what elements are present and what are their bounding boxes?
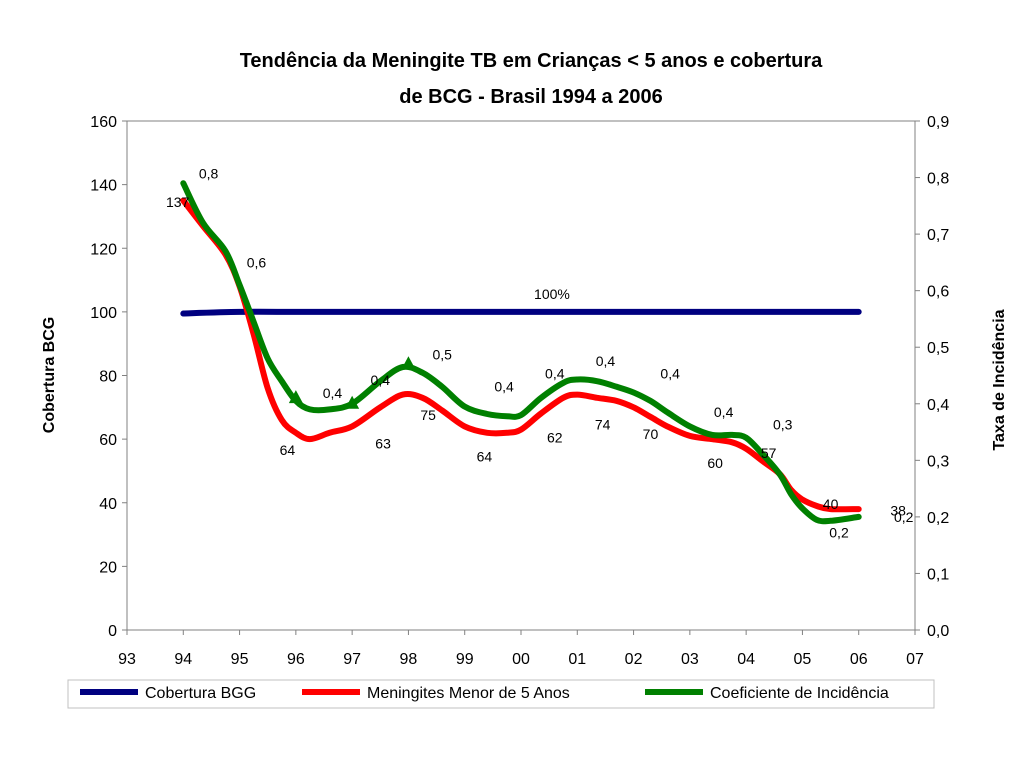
legend: Cobertura BGG Meningites Menor de 5 Anos… xyxy=(67,679,935,709)
marker-coeficiente xyxy=(288,390,303,404)
y-left-tick-label: 20 xyxy=(99,559,117,576)
x-tick-label: 01 xyxy=(568,651,586,668)
series-line-coeficiente xyxy=(180,180,862,525)
y-axis-left: 0 20 40 60 80 100 120 140 160 xyxy=(90,114,127,640)
y-right-tick-label: 0,6 xyxy=(927,284,949,301)
y-right-tick-label: 0,4 xyxy=(927,397,949,414)
x-tick-label: 04 xyxy=(737,651,755,668)
y-right-tick-label: 0,0 xyxy=(927,623,949,640)
y-left-tick-label: 60 xyxy=(99,432,117,449)
data-label: 0,3 xyxy=(773,417,793,433)
data-label: 0,8 xyxy=(199,165,219,181)
y-left-tick-label: 120 xyxy=(90,241,117,258)
data-label: 60 xyxy=(707,455,723,471)
data-label: 63 xyxy=(375,436,391,452)
y-left-tick-label: 0 xyxy=(108,623,117,640)
y-right-tick-label: 0,1 xyxy=(927,566,949,583)
x-tick-label: 99 xyxy=(456,651,474,668)
annotation-layer: 0,8 137 0,6 100% 0,5 0,4 0,4 75 64 63 0,4 64 0,4 62 0,… xyxy=(166,165,914,540)
data-label: 70 xyxy=(643,426,659,442)
marker-coeficiente xyxy=(345,395,360,409)
data-label: 0,5 xyxy=(432,347,452,363)
data-label: 64 xyxy=(477,448,493,464)
legend-box xyxy=(67,679,935,709)
data-label: 0,4 xyxy=(494,378,514,394)
x-tick-label: 97 xyxy=(343,651,361,668)
data-label: 0,2 xyxy=(894,509,914,525)
y-axis-right-title: Taxa de Incidência xyxy=(991,309,1008,450)
y-right-tick-label: 0,3 xyxy=(927,453,949,470)
chart-title-line2: de BCG - Brasil 1994 a 2006 xyxy=(399,86,662,108)
y-right-tick-label: 0,8 xyxy=(927,171,949,188)
legend-label-coeficiente: Coeficiente de Incidência xyxy=(710,685,889,702)
y-left-tick-label: 160 xyxy=(90,114,117,131)
data-label: 64 xyxy=(280,442,296,458)
x-tick-label: 02 xyxy=(625,651,643,668)
x-tick-label: 94 xyxy=(174,651,192,668)
marker-layer xyxy=(288,356,416,409)
x-tick-label: 05 xyxy=(794,651,812,668)
y-left-tick-label: 100 xyxy=(90,305,117,322)
y-left-tick-label: 80 xyxy=(99,369,117,386)
legend-label-cobertura: Cobertura BGG xyxy=(145,685,256,702)
data-label: 0,4 xyxy=(545,366,565,382)
data-label: 137 xyxy=(166,194,190,210)
data-label: 38 xyxy=(890,502,906,518)
y-right-tick-label: 0,2 xyxy=(927,510,949,527)
data-label: 0,4 xyxy=(323,385,343,401)
marker-coeficiente xyxy=(401,356,416,370)
x-tick-label: 98 xyxy=(400,651,418,668)
series-layer xyxy=(180,180,862,525)
y-axis-left-title: Cobertura BCG xyxy=(41,317,58,433)
x-tick-label: 07 xyxy=(906,651,924,668)
x-tick-label: 00 xyxy=(512,651,530,668)
data-label: 57 xyxy=(761,445,777,461)
data-label: 40 xyxy=(823,496,839,512)
chart-title-line1: Tendência da Meningite TB em Crianças < … xyxy=(240,50,823,72)
plot-area xyxy=(126,120,916,631)
y-right-tick-label: 0,5 xyxy=(927,340,949,357)
data-label: 74 xyxy=(595,417,611,433)
x-tick-label: 95 xyxy=(231,651,249,668)
data-label: 0,4 xyxy=(371,372,391,388)
legend-label-meningites: Meningites Menor de 5 Anos xyxy=(367,685,570,702)
data-label: 0,6 xyxy=(247,254,267,270)
data-label: 0,4 xyxy=(660,366,680,382)
series-line-cobertura xyxy=(180,308,862,317)
y-axis-right: 0,0 0,1 0,2 0,3 0,4 0,5 0,6 0,7 0,8 0,9 xyxy=(915,114,949,640)
data-label: 75 xyxy=(420,407,436,423)
y-right-tick-label: 0,7 xyxy=(927,227,949,244)
data-label: 100% xyxy=(534,286,570,302)
x-tick-label: 96 xyxy=(287,651,305,668)
y-left-tick-label: 140 xyxy=(90,178,117,195)
data-label: 62 xyxy=(547,429,563,445)
data-label: 0,2 xyxy=(829,525,849,541)
y-left-tick-label: 40 xyxy=(99,496,117,513)
series-line-meningites xyxy=(180,197,862,513)
y-right-tick-label: 0,9 xyxy=(927,114,949,131)
x-tick-label: 06 xyxy=(850,651,868,668)
x-tick-label: 03 xyxy=(681,651,699,668)
data-label: 0,4 xyxy=(596,353,616,369)
x-tick-label: 93 xyxy=(118,651,136,668)
data-label: 0,4 xyxy=(714,404,734,420)
x-axis: 93 94 95 96 97 98 99 00 01 02 03 04 05 06 07 xyxy=(118,630,924,668)
